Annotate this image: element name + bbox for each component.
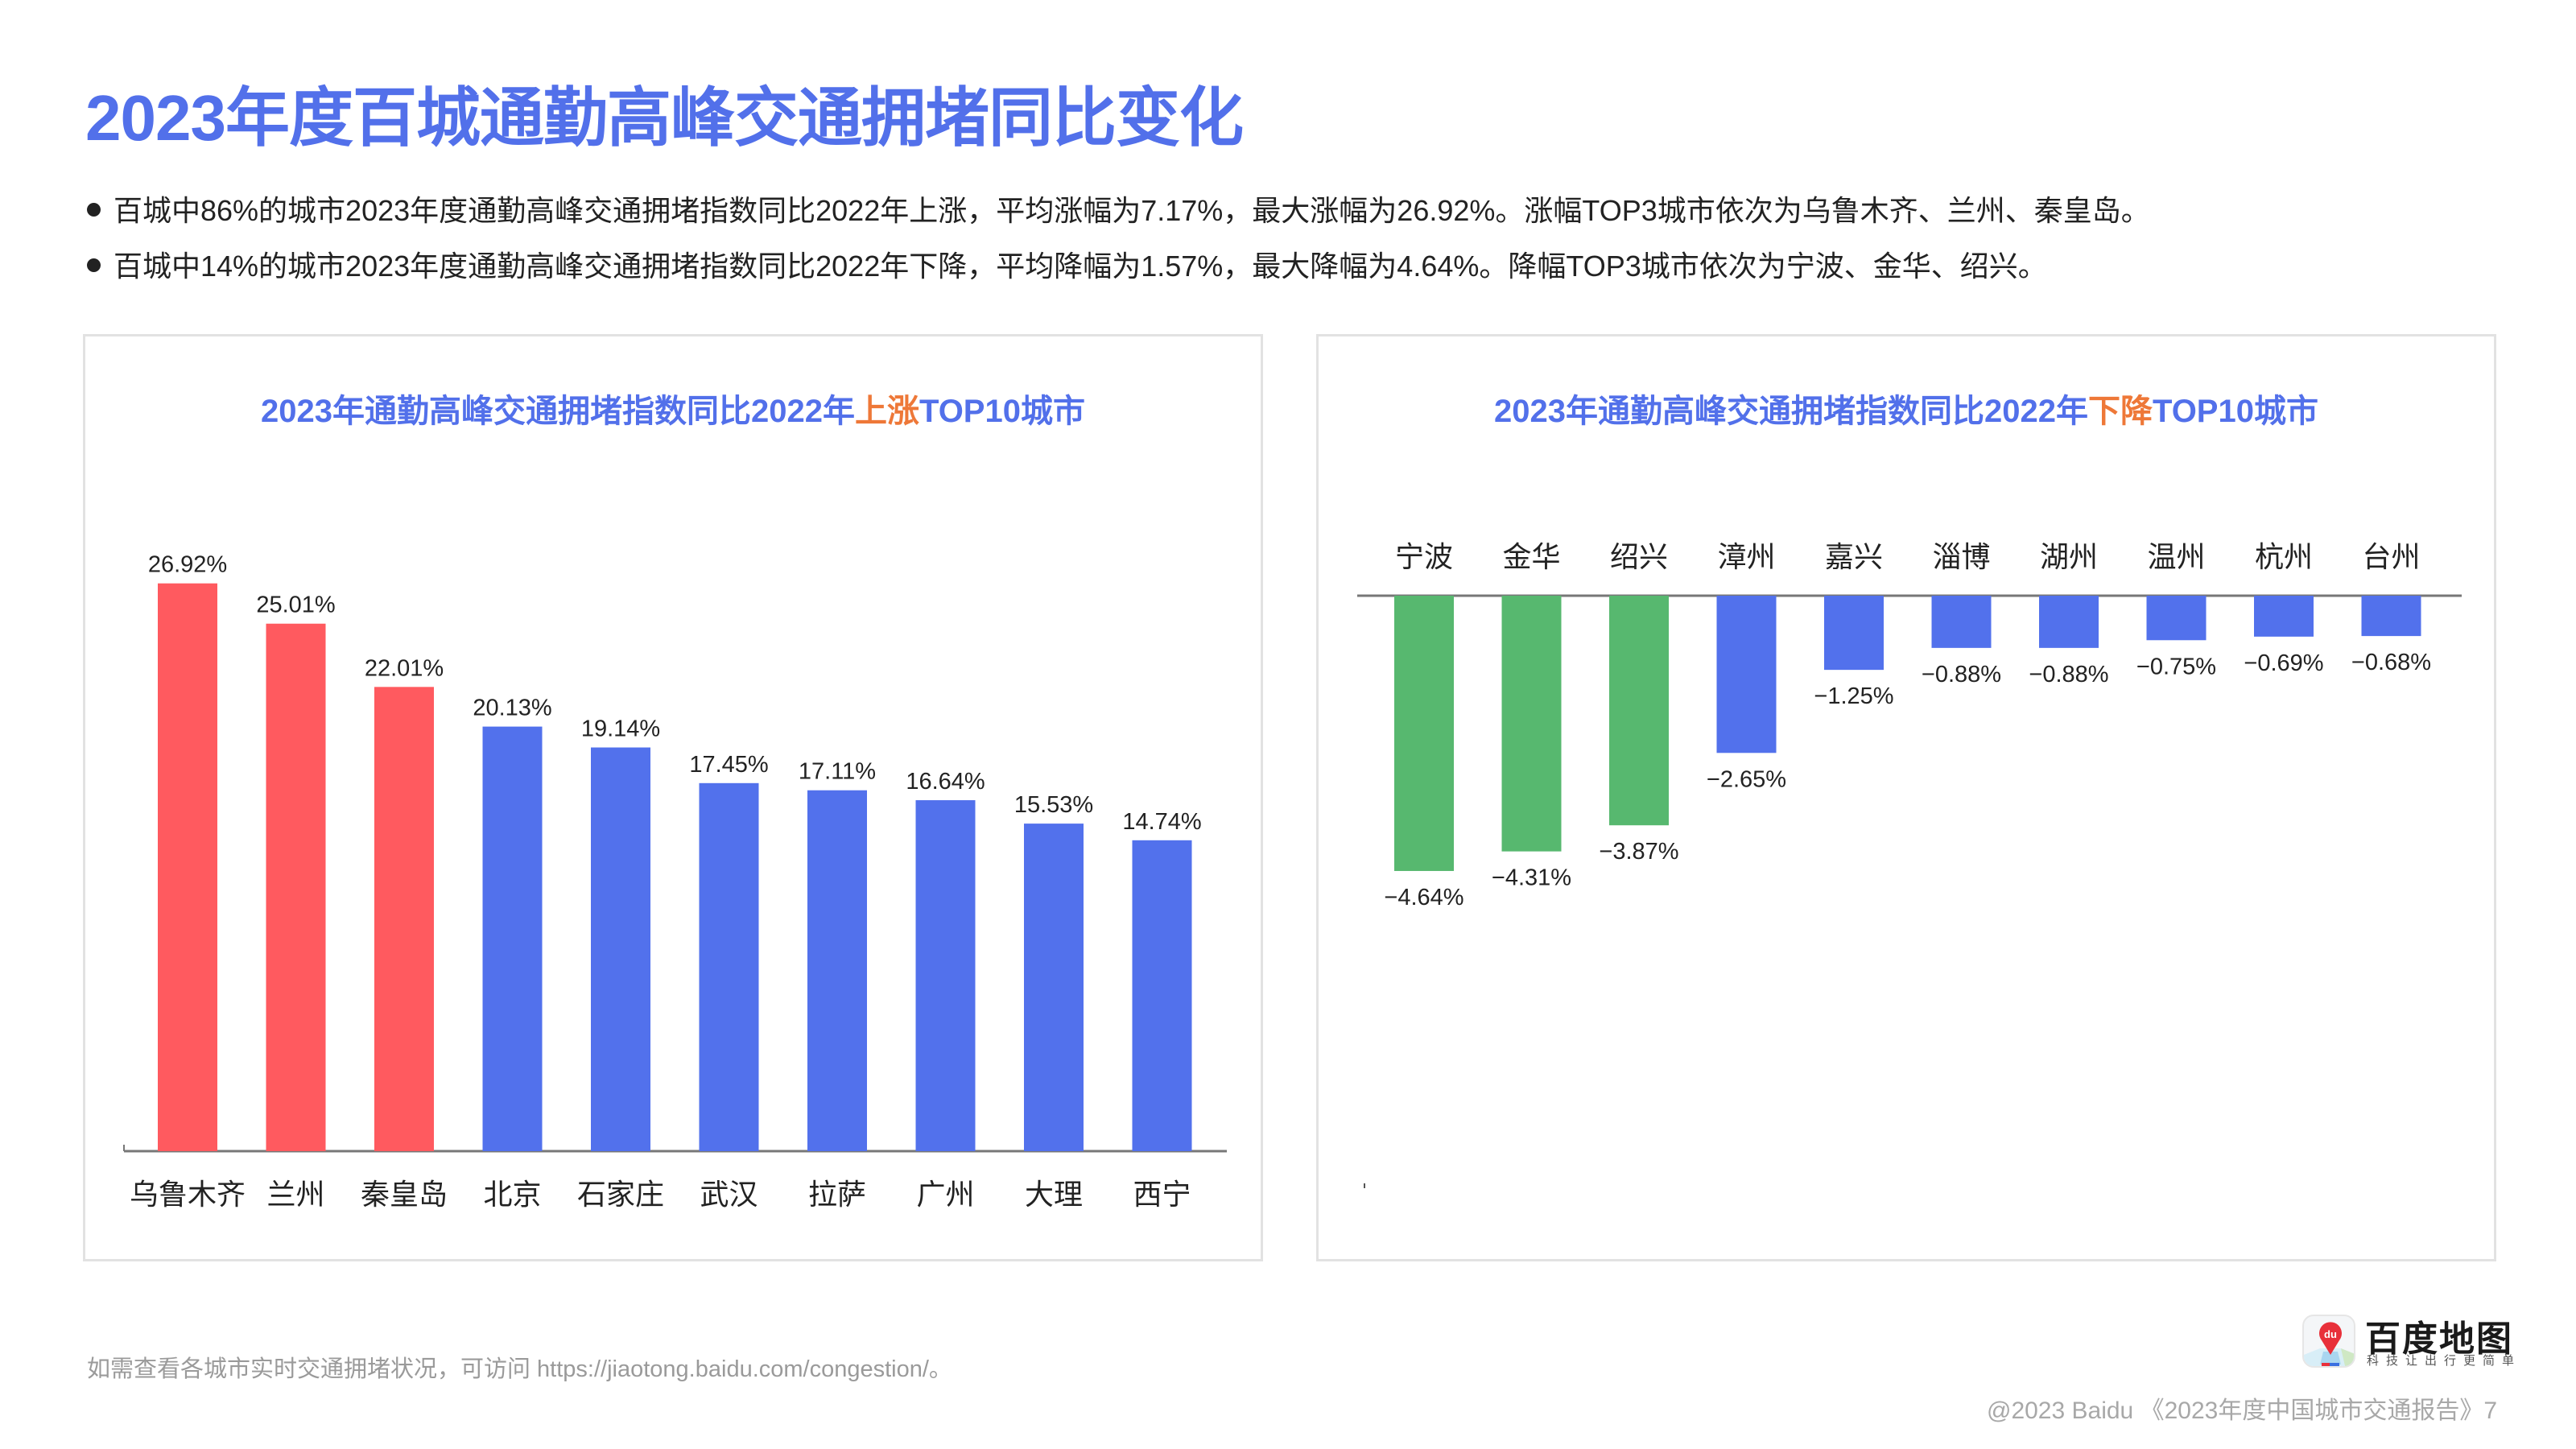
fall-bar-value-label: −0.68%	[2351, 650, 2431, 675]
fall-chart-title-prefix: 2023年通勤高峰交通拥堵指数同比2022年	[1494, 394, 2088, 429]
fall-bar	[1824, 596, 1884, 671]
fall-bar-value-label: −3.87%	[1599, 839, 1678, 865]
fall-bar	[1501, 596, 1562, 852]
fall-bar	[2146, 596, 2207, 641]
fall-chart: −4.64% 宁波 −4.31% 金华 −3.87% 绍兴 −2.65% 漳州 −1.25% 嘉兴…	[1357, 541, 2462, 1188]
bullet-dot-icon	[87, 202, 101, 217]
rise-bar-value-label: 16.64%	[906, 769, 985, 795]
logo-slogan-text: 科技让出行更简单	[2367, 1354, 2522, 1368]
rise-chart-title-suffix: TOP10城市	[919, 394, 1085, 429]
rise-category-label: 西宁	[1133, 1179, 1191, 1212]
rise-category-label: 广州	[916, 1179, 974, 1212]
rise-chart-title: 2023年通勤高峰交通拥堵指数同比2022年上涨TOP10城市	[85, 385, 1261, 431]
fall-bar	[2039, 596, 2099, 648]
rise-bar-value-label: 17.11%	[799, 759, 876, 785]
rise-bar	[158, 583, 217, 1151]
rise-bar-value-label: 25.01%	[256, 592, 335, 618]
baidu-map-app-icon: du	[2302, 1315, 2355, 1368]
fall-bar-value-label: −0.88%	[2029, 662, 2108, 687]
copyright-page-number: @2023 Baidu 《2023年度中国城市交通报告》7	[1986, 1397, 2497, 1424]
fall-chart-title-highlight: 下降	[2087, 394, 2153, 429]
bullet-dot-icon	[87, 258, 101, 272]
rise-bar-value-label: 19.14%	[581, 716, 660, 742]
rise-category-label: 兰州	[266, 1179, 324, 1212]
fall-category-label: 台州	[2362, 541, 2420, 574]
fall-bar	[2254, 596, 2314, 637]
summary-bullet-fall-text: 百城中14%的城市2023年度通勤高峰交通拥堵指数同比2022年下降，平均降幅为…	[114, 250, 2047, 283]
rise-category-label: 大理	[1025, 1179, 1083, 1212]
rise-bar-value-label: 15.53%	[1014, 792, 1093, 818]
stray-dot-mark	[1364, 1183, 1365, 1188]
fall-category-label: 漳州	[1717, 541, 1775, 574]
fall-chart-title-suffix: TOP10城市	[2152, 394, 2318, 429]
rise-chart-panel: 2023年通勤高峰交通拥堵指数同比2022年上涨TOP10城市 26.92% 乌鲁…	[83, 334, 1263, 1261]
rise-bar-value-label: 26.92%	[148, 552, 227, 578]
fall-bar	[1609, 596, 1669, 826]
rise-bar	[915, 800, 976, 1151]
fall-bar-value-label: −2.65%	[1707, 766, 1786, 792]
map-pin-icon: du	[2304, 1322, 2354, 1366]
fall-bar-value-label: −0.75%	[2136, 654, 2216, 679]
rise-category-label: 北京	[483, 1179, 541, 1212]
footer-note: 如需查看各城市实时交通拥堵状况，可访问 https://jiaotong.bai…	[87, 1356, 952, 1382]
fall-bar-value-label: −4.64%	[1384, 885, 1463, 910]
fall-category-label: 湖州	[2040, 541, 2098, 574]
rise-bar	[482, 726, 543, 1151]
fall-category-label: 温州	[2147, 541, 2205, 574]
fall-bar-value-label: −4.31%	[1492, 865, 1571, 891]
rise-chart-title-highlight: 上涨	[854, 394, 919, 429]
fall-category-label: 嘉兴	[1825, 541, 1883, 574]
fall-category-label: 金华	[1502, 541, 1560, 574]
rise-bar	[266, 623, 326, 1151]
rise-bar-value-label: 14.74%	[1122, 809, 1201, 835]
summary-bullet-fall: 百城中14%的城市2023年度通勤高峰交通拥堵指数同比2022年下降，平均降幅为…	[87, 243, 2047, 285]
rise-bar-value-label: 20.13%	[473, 696, 551, 721]
fall-chart-panel: 2023年通勤高峰交通拥堵指数同比2022年下降TOP10城市 −4.64% 宁波…	[1316, 334, 2496, 1261]
rise-bar	[699, 782, 759, 1151]
logo-brand-text: 百度地图	[2365, 1319, 2513, 1359]
fall-chart-title: 2023年通勤高峰交通拥堵指数同比2022年下降TOP10城市	[1319, 385, 2494, 431]
rise-bar	[1132, 840, 1192, 1151]
rise-category-label: 拉萨	[808, 1179, 866, 1212]
rise-category-label: 武汉	[700, 1179, 758, 1212]
rise-bar	[591, 747, 650, 1151]
rise-bar	[374, 687, 434, 1151]
fall-category-label: 淄博	[1932, 541, 1990, 574]
page-title: 2023年度百城通勤高峰交通拥堵同比变化	[85, 82, 1244, 154]
fall-category-label: 绍兴	[1610, 541, 1668, 574]
fall-category-label: 宁波	[1395, 541, 1453, 574]
fall-bar-value-label: −0.69%	[2244, 650, 2323, 676]
summary-bullet-rise-text: 百城中86%的城市2023年度通勤高峰交通拥堵指数同比2022年上涨，平均涨幅为…	[114, 194, 2150, 227]
summary-bullet-rise: 百城中86%的城市2023年度通勤高峰交通拥堵指数同比2022年上涨，平均涨幅为…	[87, 188, 2150, 229]
rise-bar-value-label: 22.01%	[365, 655, 444, 681]
baidu-map-logo: du 百度地图 科技让出行更简单	[2302, 1315, 2514, 1368]
fall-bar	[2361, 596, 2421, 637]
rise-bar	[807, 790, 867, 1151]
rise-chart-title-prefix: 2023年通勤高峰交通拥堵指数同比2022年	[261, 394, 855, 429]
rise-category-label: 秦皇岛	[361, 1179, 448, 1212]
fall-bar-value-label: −0.88%	[1922, 662, 2001, 687]
svg-text:du: du	[2324, 1328, 2337, 1340]
fall-bar	[1394, 596, 1454, 871]
fall-bar	[1931, 596, 1992, 648]
rise-chart: 26.92% 乌鲁木齐 25.01% 兰州 22.01% 秦皇岛 20.13% 北京 19.14…	[123, 552, 1227, 1212]
fall-category-label: 杭州	[2255, 541, 2313, 574]
rise-bar-value-label: 17.45%	[689, 752, 768, 778]
fall-bar-value-label: −1.25%	[1814, 683, 1893, 709]
rise-category-label: 乌鲁木齐	[130, 1179, 246, 1212]
fall-bar	[1716, 596, 1777, 753]
rise-bar	[1024, 824, 1084, 1151]
rise-category-label: 石家庄	[577, 1179, 664, 1212]
